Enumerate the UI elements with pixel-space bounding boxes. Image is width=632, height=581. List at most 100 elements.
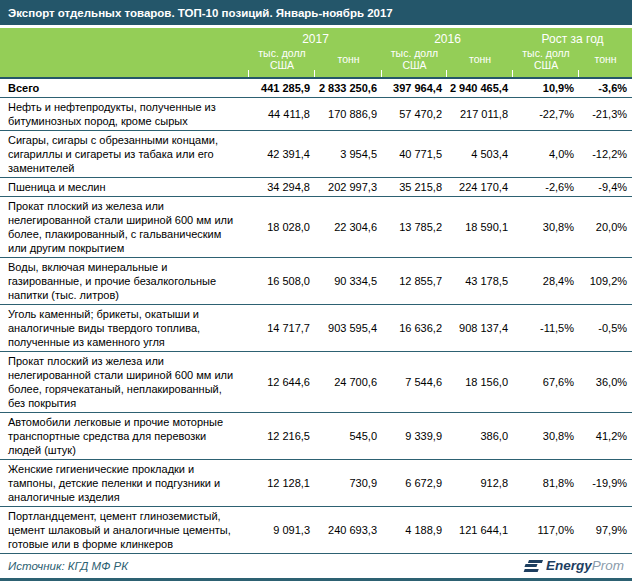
value-cell: -21,3% <box>579 98 632 131</box>
energyprom-stripes-icon <box>522 558 543 573</box>
value-cell: 97,9% <box>579 507 632 554</box>
header-growth-usd: тыс. долл США <box>513 46 579 78</box>
value-cell: 545,0 <box>315 413 382 460</box>
value-cell: 42 391,4 <box>249 131 315 178</box>
value-cell: 397 964,4 <box>382 78 447 98</box>
value-cell: 16 508,0 <box>249 258 315 305</box>
logo-text-energy: Energy <box>546 558 592 573</box>
value-cell: 109,2% <box>579 258 632 305</box>
value-cell: 36,0% <box>579 352 632 413</box>
value-cell: 9 339,9 <box>382 413 447 460</box>
product-name: Нефть и нефтепродукты, полученные из бит… <box>0 98 249 131</box>
value-cell: 57 470,2 <box>382 98 447 131</box>
header-2016-usd: тыс. долл США <box>382 46 447 78</box>
table-row: Пшеница и меслин34 294,8202 997,335 215,… <box>0 178 632 197</box>
value-cell: 3 954,5 <box>315 131 382 178</box>
table-row: Прокат плоский из железа или нелегирован… <box>0 352 632 413</box>
value-cell: 16 636,2 <box>382 305 447 352</box>
value-cell: 35 215,8 <box>382 178 447 197</box>
product-name: Уголь каменный; брикеты, окатыши и анало… <box>0 305 249 352</box>
value-cell: 14 717,7 <box>249 305 315 352</box>
logo-text-prom: Prom <box>592 558 624 573</box>
value-cell: 28,4% <box>513 258 579 305</box>
value-cell: 12 216,5 <box>249 413 315 460</box>
table-row: Женские гигиенические прокладки и тампон… <box>0 460 632 507</box>
value-cell: 224 170,4 <box>447 178 513 197</box>
value-cell: 386,0 <box>447 413 513 460</box>
value-cell: 121 644,1 <box>447 507 513 554</box>
table-row: Нефть и нефтепродукты, полученные из бит… <box>0 98 632 131</box>
value-cell: 12 855,7 <box>382 258 447 305</box>
energyprom-logo: EnergyProm <box>525 558 624 573</box>
value-cell: 117,0% <box>513 507 579 554</box>
value-cell: 24 700,6 <box>315 352 382 413</box>
value-cell: -11,5% <box>513 305 579 352</box>
source-note: Источник: КГД МФ РК <box>8 560 128 572</box>
table-row: Уголь каменный; брикеты, окатыши и анало… <box>0 305 632 352</box>
value-cell: 2 940 465,4 <box>447 78 513 98</box>
value-cell: 730,9 <box>315 460 382 507</box>
export-infographic: Экспорт отдельных товаров. ТОП-10 позици… <box>0 0 632 581</box>
footer: Источник: КГД МФ РК EnergyProm <box>0 554 632 576</box>
header-group-2016: 2016 <box>382 28 513 46</box>
value-cell: -12,2% <box>579 131 632 178</box>
value-cell: 43 178,5 <box>447 258 513 305</box>
value-cell: 9 091,3 <box>249 507 315 554</box>
title-bar: Экспорт отдельных товаров. ТОП-10 позици… <box>0 0 632 25</box>
table-header: 2017 2016 Рост за год тыс. долл США тонн… <box>0 28 632 78</box>
product-name: Женские гигиенические прокладки и тампон… <box>0 460 249 507</box>
value-cell: 18 590,1 <box>447 197 513 258</box>
value-cell: 170 886,9 <box>315 98 382 131</box>
table-row: Автомобили легковые и прочие моторные тр… <box>0 413 632 460</box>
value-cell: 18 156,0 <box>447 352 513 413</box>
value-cell: 4 188,9 <box>382 507 447 554</box>
value-cell: 217 011,8 <box>447 98 513 131</box>
table-row: Прокат плоский из железа или нелегирован… <box>0 197 632 258</box>
header-group-row: 2017 2016 Рост за год <box>0 28 632 46</box>
value-cell: 441 285,9 <box>249 78 315 98</box>
value-cell: 6 672,9 <box>382 460 447 507</box>
value-cell: 41,2% <box>579 413 632 460</box>
value-cell: 908 137,4 <box>447 305 513 352</box>
value-cell: 34 294,8 <box>249 178 315 197</box>
product-name: Всего <box>0 78 249 98</box>
header-group-growth: Рост за год <box>513 28 632 46</box>
header-growth-tons: тонн <box>579 46 632 78</box>
table-row: Сигары, сигары с обрезанными концами, си… <box>0 131 632 178</box>
value-cell: 202 997,3 <box>315 178 382 197</box>
value-cell: 81,8% <box>513 460 579 507</box>
value-cell: 40 771,5 <box>382 131 447 178</box>
header-product-column <box>0 28 249 78</box>
value-cell: 12 128,1 <box>249 460 315 507</box>
value-cell: -2,6% <box>513 178 579 197</box>
product-name: Пшеница и меслин <box>0 178 249 197</box>
product-name: Прокат плоский из железа или нелегирован… <box>0 352 249 413</box>
value-cell: -9,4% <box>579 178 632 197</box>
table-body: Всего441 285,92 833 250,6397 964,42 940 … <box>0 78 632 554</box>
product-name: Воды, включая минеральные и газированные… <box>0 258 249 305</box>
value-cell: 22 304,6 <box>315 197 382 258</box>
value-cell: -0,5% <box>579 305 632 352</box>
value-cell: -22,7% <box>513 98 579 131</box>
page-title: Экспорт отдельных товаров. ТОП-10 позици… <box>8 7 393 19</box>
value-cell: 90 334,5 <box>315 258 382 305</box>
export-table: 2017 2016 Рост за год тыс. долл США тонн… <box>0 28 632 554</box>
value-cell: 12 644,6 <box>249 352 315 413</box>
product-name: Прокат плоский из железа или нелегирован… <box>0 197 249 258</box>
value-cell: 44 411,8 <box>249 98 315 131</box>
header-2017-usd: тыс. долл США <box>249 46 315 78</box>
value-cell: -3,6% <box>579 78 632 98</box>
value-cell: 30,8% <box>513 197 579 258</box>
table-row: Портландцемент, цемент глиноземистый, це… <box>0 507 632 554</box>
product-name: Сигары, сигары с обрезанными концами, си… <box>0 131 249 178</box>
table-row: Всего441 285,92 833 250,6397 964,42 940 … <box>0 78 632 98</box>
product-name: Автомобили легковые и прочие моторные тр… <box>0 413 249 460</box>
value-cell: 903 595,4 <box>315 305 382 352</box>
value-cell: 912,8 <box>447 460 513 507</box>
value-cell: 4,0% <box>513 131 579 178</box>
value-cell: 67,6% <box>513 352 579 413</box>
header-2016-tons: тонн <box>447 46 513 78</box>
value-cell: 18 028,0 <box>249 197 315 258</box>
value-cell: 240 693,3 <box>315 507 382 554</box>
product-name: Портландцемент, цемент глиноземистый, це… <box>0 507 249 554</box>
